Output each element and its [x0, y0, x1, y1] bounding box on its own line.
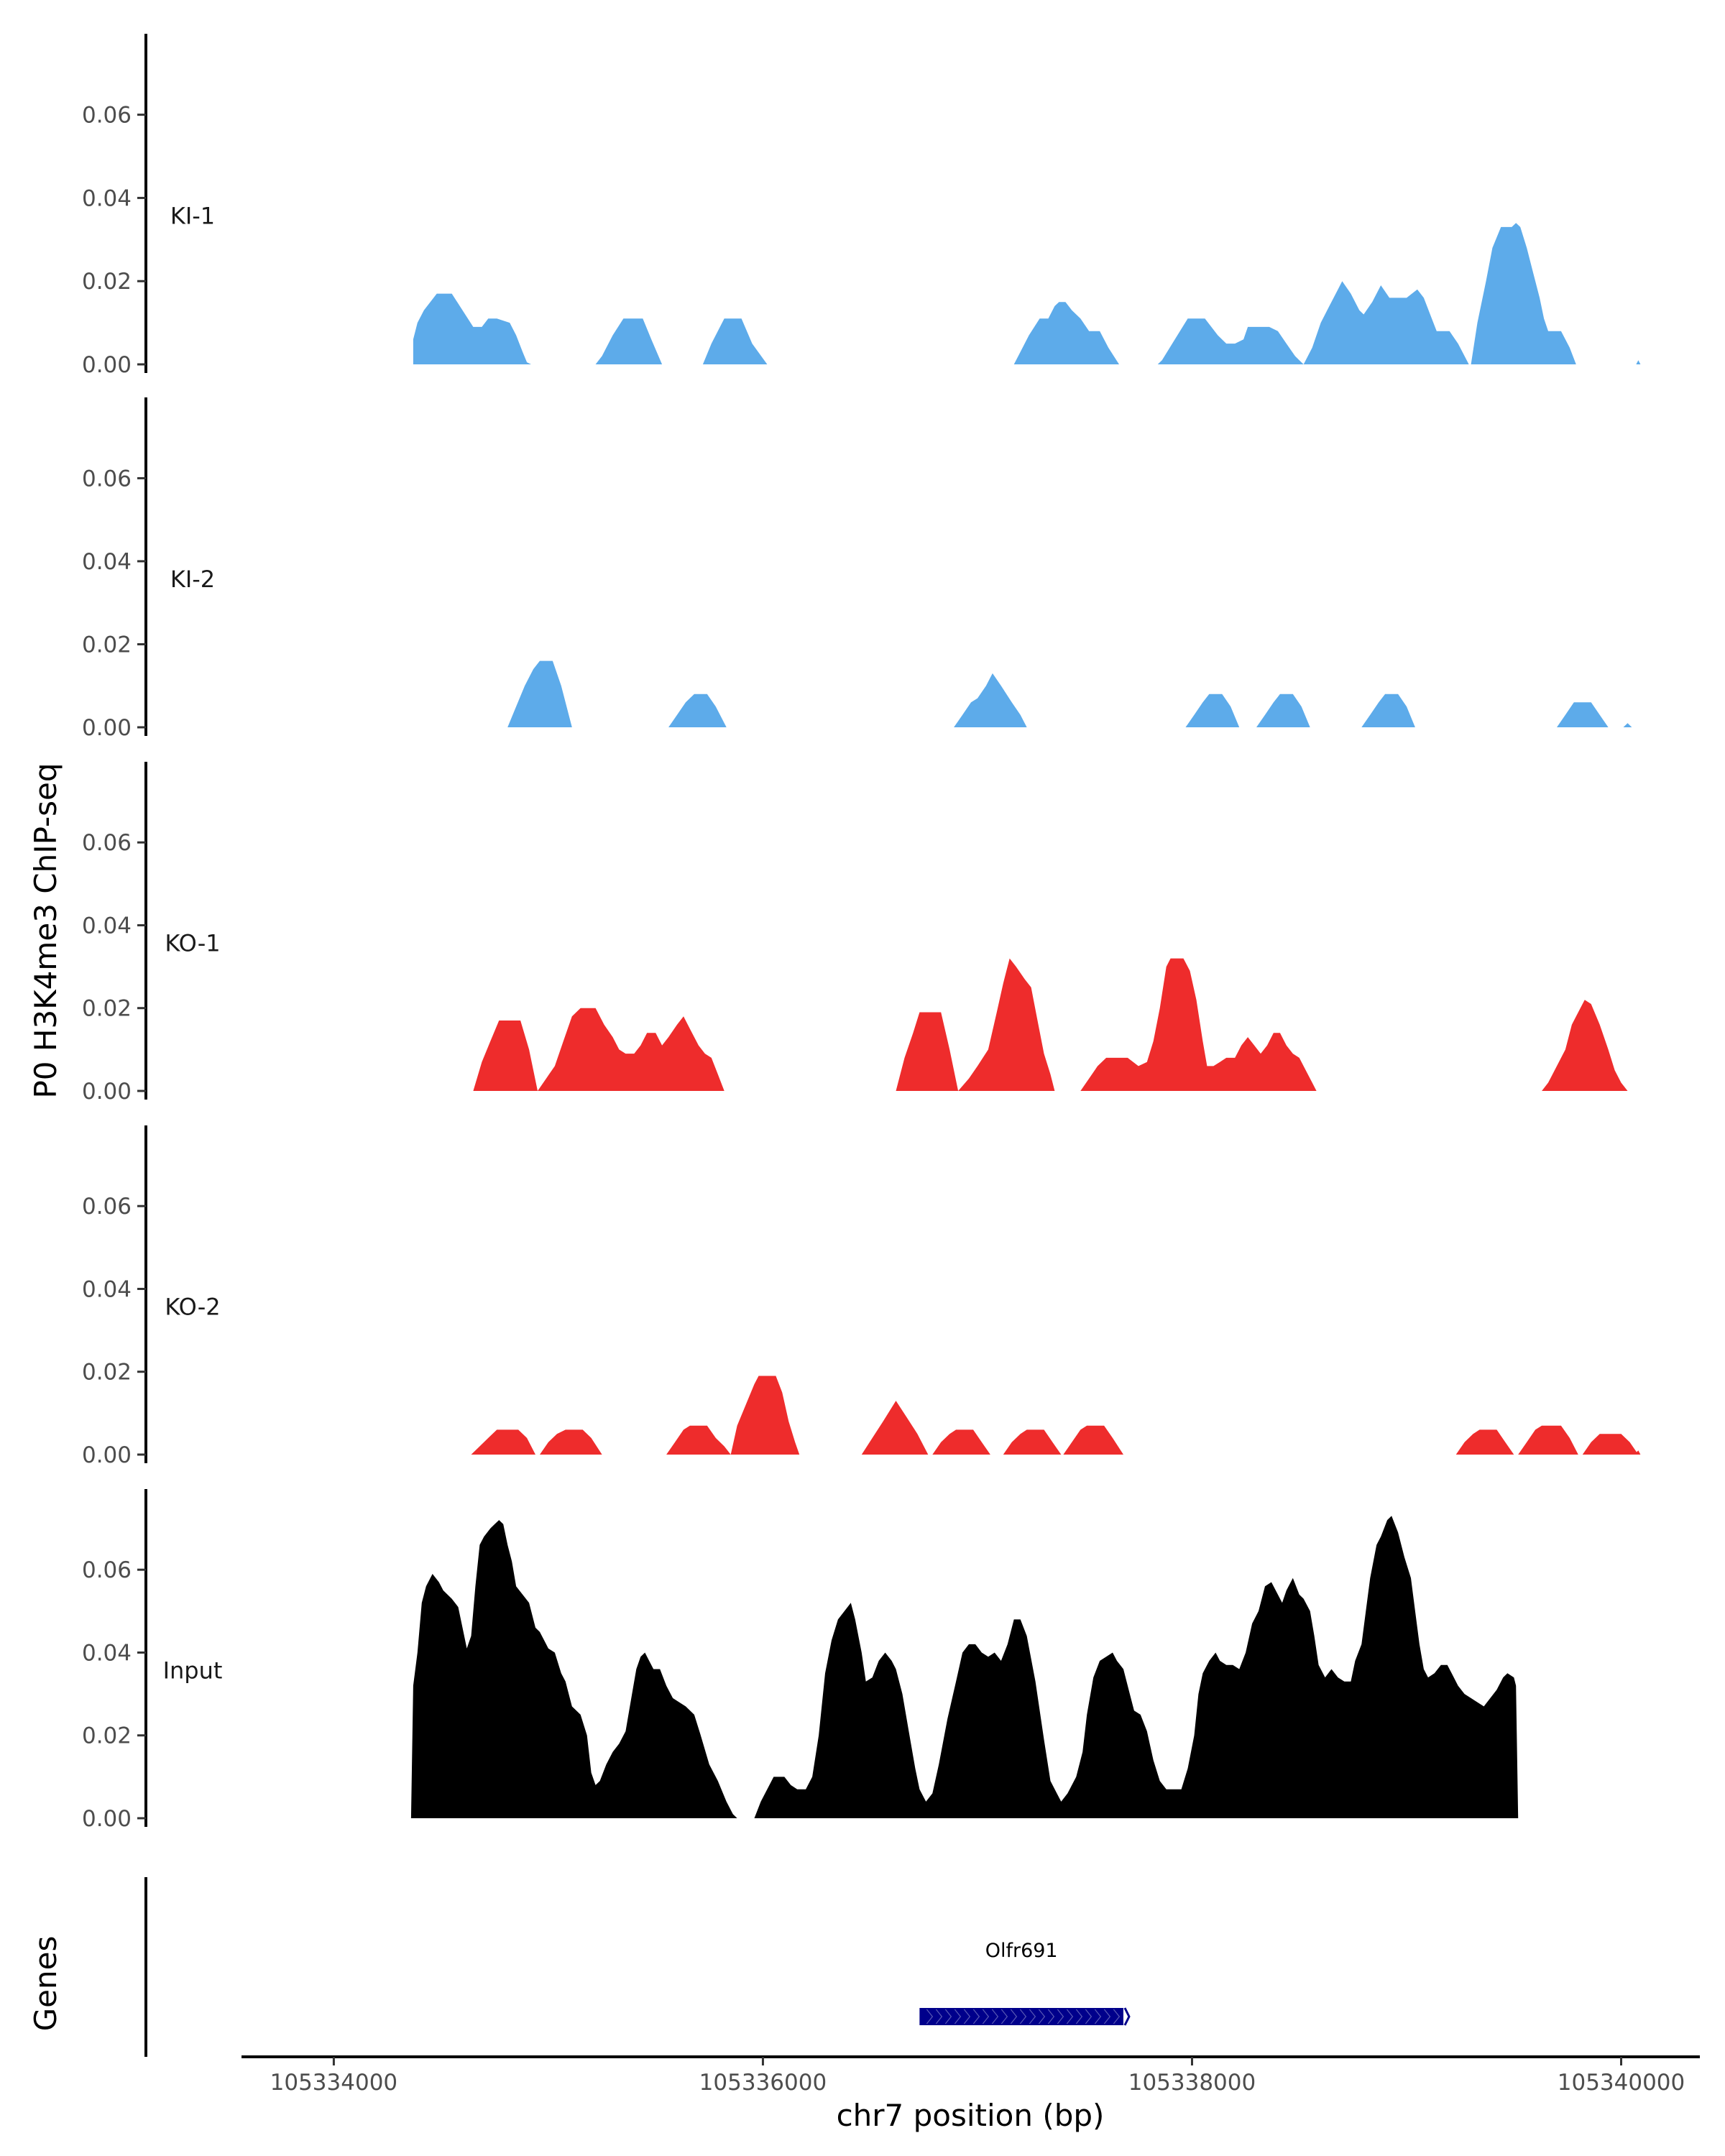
y-tick-label: 0.04 — [82, 185, 132, 211]
y-tick-label: 0.04 — [82, 1276, 132, 1302]
y-tick-label: 0.02 — [82, 269, 132, 295]
strand-chevron — [1085, 2009, 1092, 2024]
track-input: 0.00 0.02 0.04 0.06 Input — [82, 1489, 1519, 1832]
x-tick-label: 105334000 — [270, 2070, 398, 2096]
signal-area-ko-1 — [473, 958, 1628, 1091]
track-label: KI-1 — [170, 202, 215, 229]
strand-chevron — [1047, 2009, 1055, 2024]
y-tick-label: 0.02 — [82, 1723, 132, 1749]
strand-chevron — [1094, 2009, 1102, 2024]
strand-chevron — [982, 2009, 990, 2024]
strand-chevron — [963, 2009, 971, 2024]
strand-chevron — [1066, 2009, 1074, 2024]
y-tick-label: 0.00 — [82, 1806, 132, 1832]
gene-track-panel: Olfr691 — [144, 1877, 1131, 2057]
y-tick-label: 0.02 — [82, 632, 132, 658]
y-tick-label: 0.00 — [82, 352, 132, 378]
signal-area-ki-2 — [507, 660, 1632, 727]
strand-chevron — [1075, 2009, 1083, 2024]
gene-body — [919, 2008, 1123, 2025]
y-tick-label: 0.06 — [82, 103, 132, 129]
strand-chevron — [1113, 2009, 1121, 2024]
signal-area-ki-1 — [413, 223, 1641, 364]
y-tick-label: 0.00 — [82, 715, 132, 741]
track-ki-1: 0.00 0.02 0.04 0.06 KI-1 — [82, 34, 1641, 378]
y-tick-label: 0.06 — [82, 466, 132, 492]
y-tick-label: 0.00 — [82, 1079, 132, 1105]
strand-chevron — [935, 2009, 943, 2024]
genes-axis-title: Genes — [28, 1936, 63, 2032]
strand-chevron — [972, 2009, 980, 2024]
track-label: Input — [163, 1657, 223, 1684]
x-tick-label: 105336000 — [699, 2070, 827, 2096]
strand-chevron — [1000, 2009, 1008, 2024]
x-tick-label: 105338000 — [1128, 2070, 1256, 2096]
y-tick-label: 0.00 — [82, 1442, 132, 1468]
signal-area-input — [410, 1516, 1519, 1818]
y-tick-label: 0.04 — [82, 549, 132, 575]
gene-end-arrow — [1123, 2007, 1131, 2026]
track-ki-2: 0.00 0.02 0.04 0.06 KI-2 — [82, 397, 1632, 741]
y-tick-label: 0.06 — [82, 830, 132, 856]
track-ko-1: 0.00 0.02 0.04 0.06 KO-1 — [82, 762, 1628, 1105]
strand-chevron — [954, 2009, 962, 2024]
track-label: KO-2 — [165, 1293, 220, 1320]
strand-chevron — [944, 2009, 952, 2024]
strand-chevron — [1057, 2009, 1064, 2024]
x-axis: 105334000 105336000 105338000 105340000 — [242, 2055, 1700, 2096]
y-tick-label: 0.02 — [82, 1360, 132, 1386]
signal-area-ko-2 — [471, 1376, 1641, 1455]
strand-chevron — [926, 2009, 934, 2024]
y-axis-title: P0 H3K4me3 ChIP-seq — [28, 763, 63, 1098]
y-tick-label: 0.02 — [82, 996, 132, 1022]
track-ko-2: 0.00 0.02 0.04 0.06 KO-2 — [82, 1125, 1641, 1468]
y-tick-label: 0.06 — [82, 1194, 132, 1220]
x-tick-label: 105340000 — [1558, 2070, 1685, 2096]
strand-chevron — [1029, 2009, 1036, 2024]
strand-chevron — [1038, 2009, 1046, 2024]
y-tick-label: 0.04 — [82, 913, 132, 939]
x-axis-title: chr7 position (bp) — [837, 2098, 1105, 2133]
strand-chevron — [1103, 2009, 1111, 2024]
strand-chevron — [991, 2009, 999, 2024]
gene-label: Olfr691 — [985, 1940, 1058, 1962]
track-label: KI-2 — [170, 566, 215, 593]
strand-chevron — [1010, 2009, 1018, 2024]
track-panels: 0.00 0.02 0.04 0.06 KI-1 0.00 0.02 0.04 0.06 KI-2… — [82, 34, 1641, 1832]
track-label: KO-1 — [165, 929, 220, 957]
y-tick-label: 0.04 — [82, 1640, 132, 1666]
y-tick-label: 0.06 — [82, 1557, 132, 1583]
strand-chevron — [1019, 2009, 1027, 2024]
